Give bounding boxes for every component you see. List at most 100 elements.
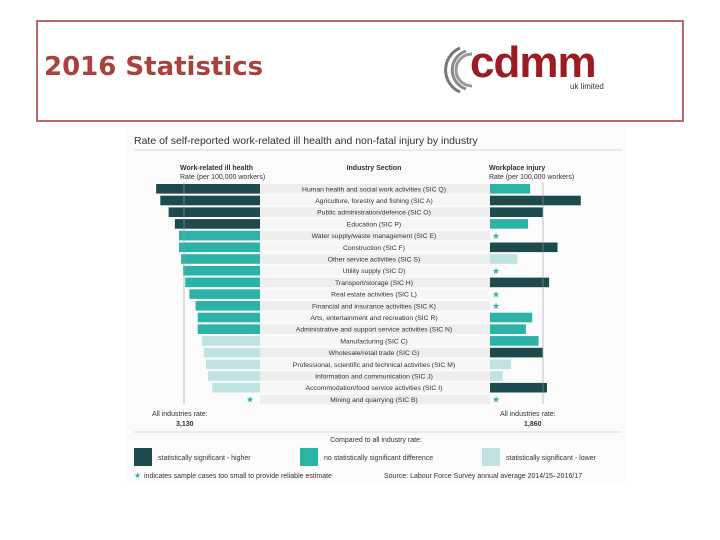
ill-health-bar <box>174 219 260 229</box>
legend-label-lower: statistically significant - lower <box>506 455 597 462</box>
row-background <box>260 265 490 276</box>
industry-label: Public administration/defence (SIC O) <box>317 210 431 217</box>
legend-heading: Compared to all industry rate: <box>330 437 422 444</box>
injury-bar <box>490 324 526 334</box>
row-background <box>260 312 490 323</box>
row-background <box>260 184 490 194</box>
row-background <box>260 242 490 253</box>
legend-label-none: no statistically significant difference <box>324 455 433 462</box>
injury-bar <box>490 359 512 370</box>
injury-bar <box>490 219 528 229</box>
left-subheader: Rate (per 100,000 workers) <box>180 174 265 181</box>
industry-label: Water supply/waste management (SIC E) <box>312 233 437 240</box>
industry-chart: Rate of self-reported work-related ill h… <box>134 135 622 480</box>
row-background <box>260 324 490 334</box>
injury-star-icon: ★ <box>492 266 500 276</box>
right-subheader: Rate (per 100,000 workers) <box>489 174 574 181</box>
ill-health-bar <box>156 184 260 194</box>
right-header: Workplace injury <box>489 165 545 172</box>
row-background <box>260 347 490 358</box>
ill-health-bar <box>179 230 260 241</box>
ill-health-bar <box>212 382 260 393</box>
row-background <box>260 254 490 264</box>
center-header: Industry Section <box>347 165 402 172</box>
industry-label: Arts, entertainment and recreation (SIC … <box>310 315 437 322</box>
industry-label: Financial and insurance activities (SIC … <box>312 303 436 310</box>
industry-label: Transport/storage (SIC H) <box>335 280 413 287</box>
legend-note: indicates sample cases too small to prov… <box>144 473 332 480</box>
industry-label: Human health and social work activities … <box>302 186 446 193</box>
left-all-industries-value: 3,130 <box>176 421 194 428</box>
industry-label: Real estate activities (SIC L) <box>331 292 417 299</box>
industry-label: Information and communication (SIC J) <box>315 374 433 381</box>
industry-label: Manufacturing (SIC C) <box>340 338 408 345</box>
industry-label: Education (SIC P) <box>347 221 401 228</box>
right-all-industries-value: 1,860 <box>524 421 542 428</box>
industry-label: Agriculture, forestry and fishing (SIC A… <box>315 198 432 205</box>
ill-health-bar <box>179 242 260 253</box>
row-background <box>260 207 490 217</box>
injury-bar <box>490 312 533 323</box>
injury-star-icon: ★ <box>492 301 500 311</box>
injury-bar <box>490 277 550 288</box>
ill-health-bar <box>201 336 260 346</box>
header-frame <box>36 20 684 122</box>
ill-health-bar <box>185 277 260 288</box>
industry-label: Mining and quarrying (SIC B) <box>330 397 418 404</box>
ill-health-star-icon: ★ <box>246 395 254 405</box>
legend-label-higher: statistically significant - higher <box>158 455 251 462</box>
right-all-industries-label: All industries rate: <box>500 411 556 418</box>
ill-health-bar <box>195 301 260 311</box>
injury-star-icon: ★ <box>492 289 500 299</box>
chart-source: Source: Labour Force Survey annual avera… <box>384 473 582 480</box>
ill-health-bar <box>168 207 260 217</box>
ill-health-bar <box>160 195 260 206</box>
row-background <box>260 359 490 370</box>
legend-swatch-lower <box>482 448 500 466</box>
row-background <box>260 195 490 206</box>
ill-health-bar <box>208 371 260 381</box>
chart-title: Rate of self-reported work-related ill h… <box>134 135 479 147</box>
industry-label: Administrative and support service activ… <box>296 327 452 334</box>
injury-bar <box>490 336 539 346</box>
cdmm-logo-icon <box>444 46 473 94</box>
injury-bar <box>490 195 581 206</box>
row-background <box>260 289 490 299</box>
injury-star-icon: ★ <box>492 395 500 405</box>
slide-title: 2016 Statistics <box>44 52 264 82</box>
legend-swatch-higher <box>134 448 152 466</box>
ill-health-bar <box>197 312 260 323</box>
legend-swatch-none <box>300 448 318 466</box>
ill-health-bar <box>206 359 260 370</box>
injury-bar <box>490 254 518 264</box>
row-background <box>260 371 490 381</box>
injury-star-icon: ★ <box>492 231 500 241</box>
injury-bar <box>490 242 558 253</box>
injury-bar <box>490 207 543 217</box>
logo-subtext: uk limited <box>570 82 604 91</box>
legend-star-icon: ★ <box>134 471 141 480</box>
injury-bar <box>490 371 503 381</box>
ill-health-bar <box>183 265 260 276</box>
industry-label: Accommodation/food service activities (S… <box>306 385 443 392</box>
left-all-industries-label: All industries rate: <box>152 411 208 418</box>
row-background <box>260 219 490 229</box>
logo-wordmark: cdmm <box>470 38 597 87</box>
industry-label: Construction (SIC F) <box>343 245 405 252</box>
row-background <box>260 382 490 393</box>
industry-label: Professional, scientific and technical a… <box>293 362 455 369</box>
injury-bar <box>490 184 531 194</box>
chart-container: Rate of self-reported work-related ill h… <box>126 128 626 484</box>
left-header: Work-related ill health <box>180 165 253 172</box>
ill-health-bar <box>189 289 260 299</box>
ill-health-bar <box>181 254 260 264</box>
row-background <box>260 301 490 311</box>
ill-health-bar <box>197 324 260 334</box>
row-background <box>260 230 490 241</box>
row-background <box>260 394 490 405</box>
injury-bar <box>490 382 547 393</box>
industry-label: Other service activities (SIC S) <box>328 257 421 264</box>
ill-health-bar <box>203 347 260 358</box>
industry-label: Utility supply (SIC D) <box>343 268 406 275</box>
injury-bar <box>490 347 543 358</box>
